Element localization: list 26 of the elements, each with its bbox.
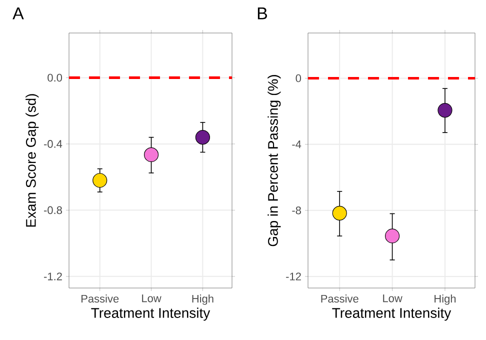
- x-tick-label: High: [434, 294, 456, 305]
- y-axis-title: Exam Score Gap (sd): [26, 94, 39, 227]
- y-tick-label: -4: [292, 140, 302, 148]
- y-tick-label: -1.2: [44, 272, 62, 280]
- x-axis-title: Treatment Intensity: [332, 308, 452, 321]
- point: [195, 130, 210, 145]
- chart-title: B: [258, 8, 267, 20]
- y-tick-label: -8: [292, 206, 301, 214]
- x-tick-label: Low: [142, 294, 162, 302]
- point: [144, 147, 159, 162]
- y-tick-label: -0.4: [44, 140, 62, 148]
- point: [384, 228, 400, 244]
- y-tick-label: -12: [286, 272, 301, 280]
- x-tick-label: Passive: [321, 294, 358, 303]
- y-tick-label: 0: [296, 74, 302, 82]
- point: [92, 173, 108, 188]
- point: [332, 206, 347, 220]
- y-tick-label: -0.8: [44, 206, 62, 214]
- y-tick-label: 0.0: [48, 74, 62, 82]
- x-tick-label: High: [192, 294, 214, 305]
- point: [438, 102, 452, 118]
- x-axis-title: Treatment Intensity: [91, 308, 210, 321]
- x-tick-label: Passive: [82, 294, 119, 303]
- chart-title: A: [12, 8, 24, 20]
- x-tick-label: Low: [383, 294, 402, 302]
- y-axis-title: Gap in Percent Passing (%): [268, 75, 281, 246]
